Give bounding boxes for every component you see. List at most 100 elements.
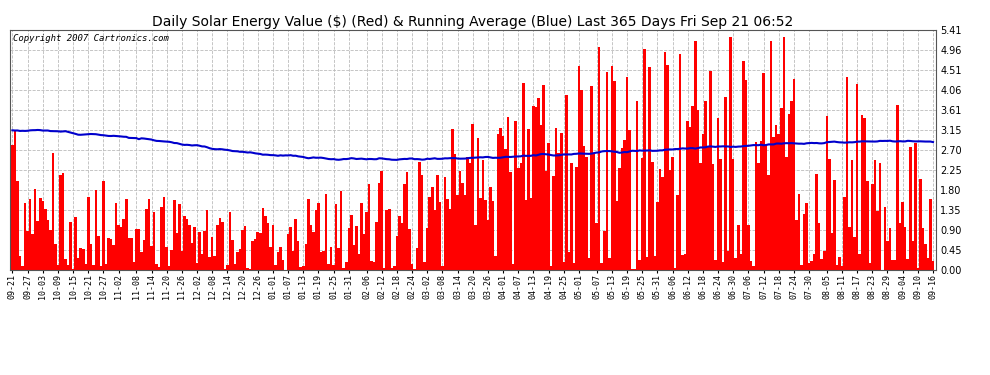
Bar — [254, 240, 256, 270]
Bar — [712, 164, 714, 270]
Bar — [464, 195, 466, 270]
Bar — [800, 265, 803, 270]
Bar — [834, 180, 836, 270]
Bar — [772, 137, 775, 270]
Bar — [626, 76, 629, 270]
Bar — [567, 252, 570, 270]
Bar — [770, 41, 772, 270]
Bar — [92, 265, 95, 270]
Bar — [782, 38, 785, 270]
Bar — [54, 244, 56, 270]
Bar — [803, 214, 805, 270]
Bar — [790, 101, 793, 270]
Bar — [557, 153, 560, 270]
Bar — [785, 157, 788, 270]
Bar — [406, 172, 408, 270]
Bar — [451, 129, 453, 270]
Bar — [828, 159, 831, 270]
Bar — [305, 244, 307, 270]
Bar — [118, 225, 120, 270]
Bar — [130, 238, 133, 270]
Bar — [780, 108, 782, 270]
Bar — [530, 198, 533, 270]
Bar — [148, 199, 150, 270]
Bar — [590, 86, 593, 270]
Bar — [107, 238, 110, 270]
Bar — [816, 174, 818, 270]
Bar — [572, 262, 575, 270]
Bar — [193, 227, 196, 270]
Bar — [82, 249, 84, 270]
Bar — [520, 164, 522, 270]
Bar — [271, 225, 274, 270]
Bar — [456, 195, 458, 270]
Bar — [72, 268, 74, 270]
Bar — [259, 233, 261, 270]
Bar — [484, 200, 487, 270]
Bar — [201, 254, 203, 270]
Bar — [216, 225, 219, 270]
Bar — [565, 95, 567, 270]
Bar — [730, 37, 732, 270]
Bar — [282, 260, 284, 270]
Bar — [886, 242, 889, 270]
Bar — [191, 243, 193, 270]
Bar — [606, 72, 608, 270]
Bar — [388, 209, 390, 270]
Bar — [256, 232, 259, 270]
Bar — [909, 147, 912, 270]
Bar — [497, 134, 499, 270]
Bar — [621, 148, 624, 270]
Bar — [292, 251, 294, 270]
Bar — [152, 212, 155, 270]
Bar — [777, 134, 780, 270]
Bar — [123, 219, 125, 270]
Bar — [50, 230, 51, 270]
Bar — [347, 228, 350, 270]
Bar — [722, 262, 725, 270]
Bar — [896, 105, 899, 270]
Bar — [160, 207, 163, 270]
Bar — [434, 210, 436, 270]
Bar — [767, 175, 770, 270]
Bar — [69, 222, 72, 270]
Bar — [89, 244, 92, 270]
Bar — [322, 251, 325, 270]
Bar — [383, 268, 385, 270]
Bar — [264, 216, 266, 270]
Bar — [274, 265, 277, 270]
Bar — [345, 262, 347, 270]
Bar — [793, 79, 795, 270]
Bar — [56, 265, 59, 270]
Bar — [471, 124, 474, 270]
Bar — [570, 164, 572, 270]
Bar — [481, 160, 484, 270]
Bar — [676, 195, 679, 270]
Bar — [813, 254, 816, 270]
Bar — [585, 157, 588, 270]
Bar — [552, 176, 555, 270]
Bar — [211, 237, 214, 270]
Bar — [300, 267, 302, 270]
Bar — [350, 215, 352, 270]
Bar — [527, 129, 530, 270]
Bar — [19, 256, 21, 270]
Bar — [821, 259, 823, 270]
Bar — [34, 189, 37, 270]
Bar — [549, 266, 552, 270]
Bar — [333, 265, 335, 270]
Bar — [547, 143, 549, 270]
Bar — [175, 233, 178, 270]
Bar — [543, 85, 545, 270]
Bar — [618, 168, 621, 270]
Bar — [502, 136, 504, 270]
Bar — [59, 175, 61, 270]
Bar — [244, 225, 247, 270]
Bar — [330, 247, 333, 270]
Bar — [401, 223, 403, 270]
Bar — [403, 184, 406, 270]
Bar — [138, 230, 141, 270]
Bar — [510, 172, 512, 270]
Bar — [808, 263, 811, 270]
Bar — [598, 47, 601, 270]
